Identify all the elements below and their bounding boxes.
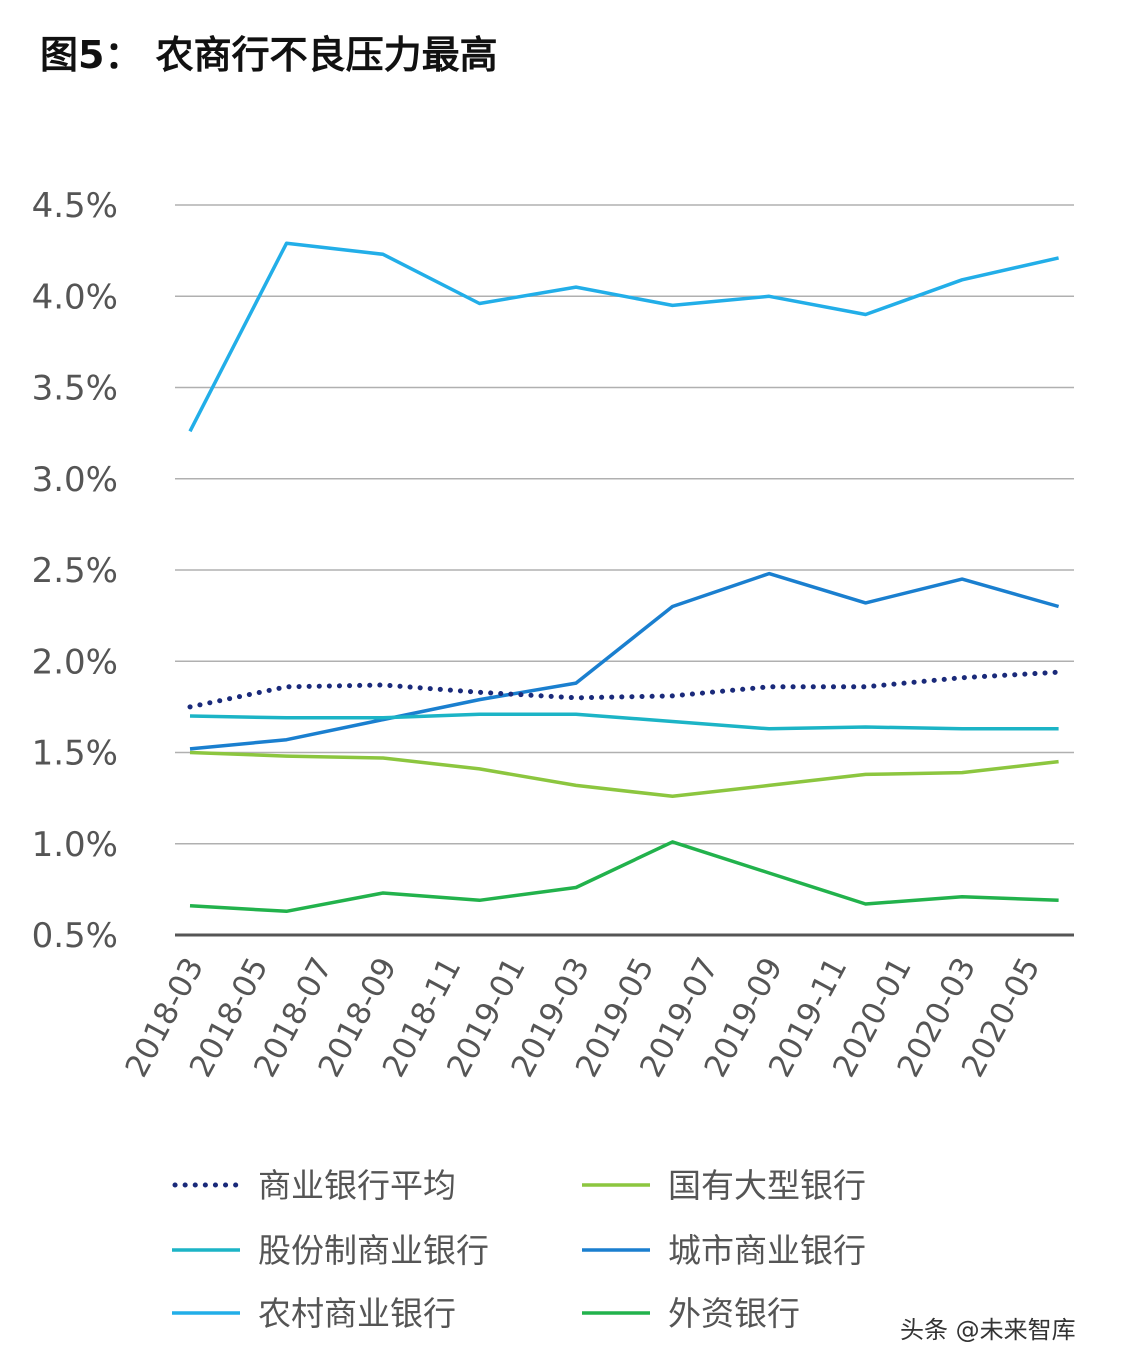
series-line-4 [188, 241, 1059, 433]
y-tick-label: 2.0% [32, 642, 118, 682]
legend-label: 国有大型银行 [668, 1166, 866, 1205]
legend-label: 股份制商业银行 [258, 1231, 489, 1270]
series-line-1 [189, 750, 1059, 799]
chart-title: 图5： 农商行不良压力最高 [40, 33, 498, 77]
legend-label: 外资银行 [668, 1294, 800, 1333]
legend-label: 商业银行平均 [258, 1166, 456, 1205]
y-tick-label: 1.0% [32, 825, 118, 865]
series-line-5 [189, 840, 1059, 914]
watermark: 头条 @未来智库 [900, 1316, 1076, 1344]
series-line-2 [189, 712, 1059, 731]
legend-label: 城市商业银行 [668, 1231, 866, 1270]
y-tick-label: 2.5% [32, 551, 118, 591]
y-tick-label: 3.0% [32, 460, 118, 500]
y-tick-label: 4.0% [32, 277, 118, 317]
legend-label: 农村商业银行 [258, 1294, 456, 1333]
series-line-0 [187, 669, 1062, 710]
series-line-3 [189, 571, 1060, 751]
y-tick-label: 4.5% [32, 186, 118, 226]
y-tick-label: 1.5% [32, 734, 118, 774]
y-tick-label: 0.5% [32, 916, 118, 956]
y-tick-label: 3.5% [32, 369, 118, 409]
